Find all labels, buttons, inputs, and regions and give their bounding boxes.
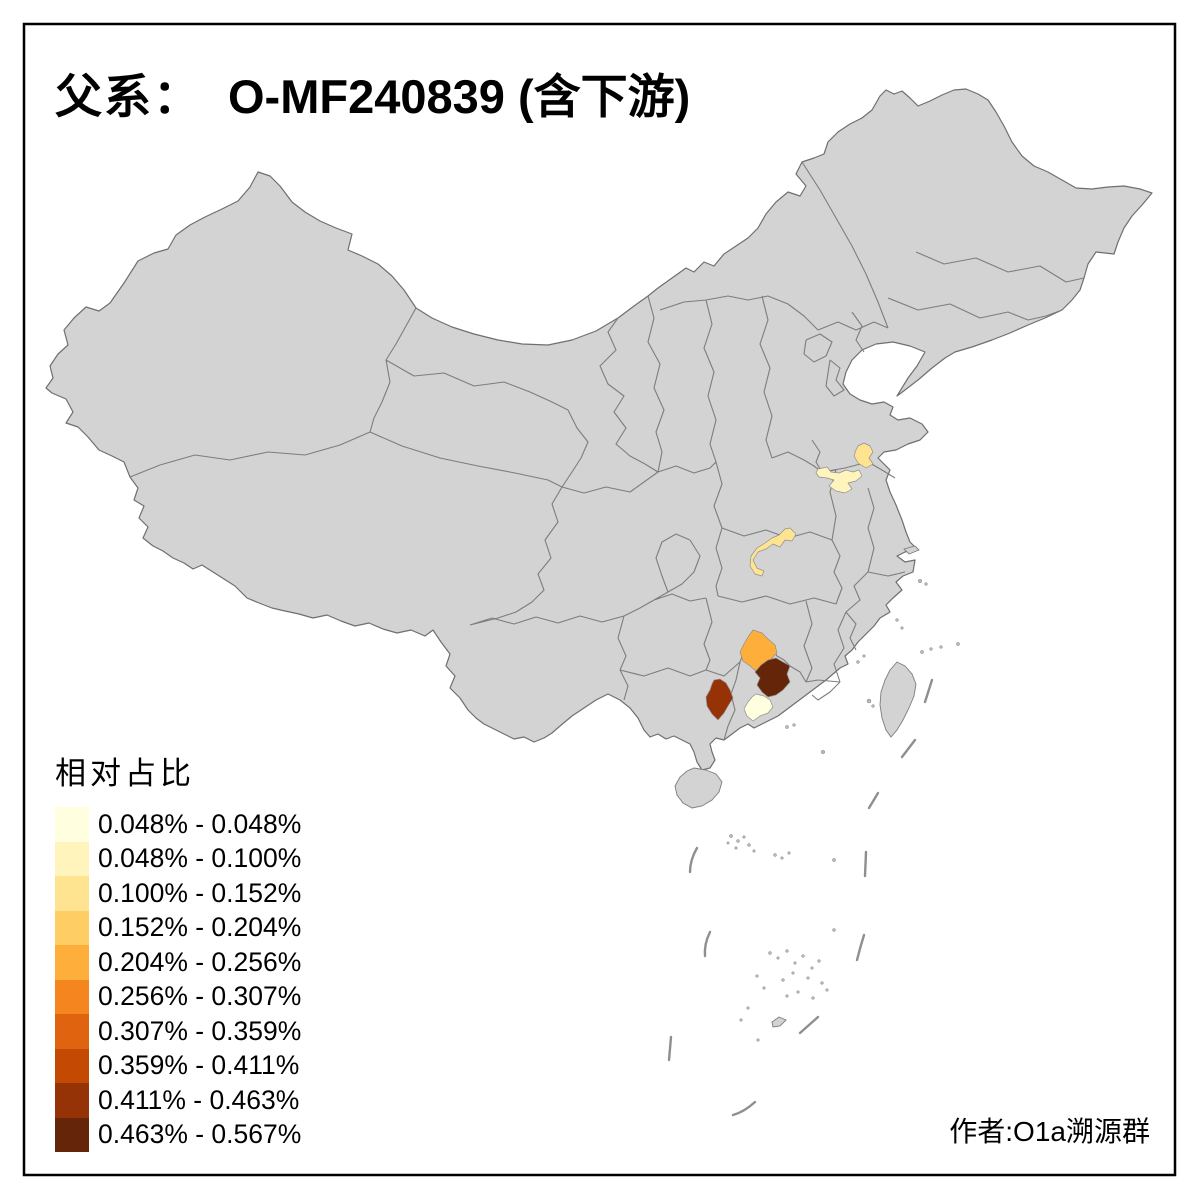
title-main: O-MF240839 (含下游) [228,70,691,123]
region-hubei-prefecture [749,527,797,577]
legend-label: 0.359% - 0.411% [98,1050,300,1081]
hainan-island [674,767,723,809]
legend-label: 0.048% - 0.100% [98,843,302,874]
south-sea-islet [771,1016,787,1028]
taiwan-island [879,661,917,738]
legend-swatch [55,1117,89,1152]
legend-swatch [55,945,89,980]
legend-swatch [55,876,89,911]
legend-item: 0.307% - 0.359% [55,1014,301,1049]
legend-label: 0.256% - 0.307% [98,981,302,1012]
legend-title: 相对占比 [55,756,195,791]
legend-swatch [55,979,89,1014]
legend-item: 0.463% - 0.567% [55,1117,302,1152]
legend-swatch [55,807,89,842]
legend-swatch [55,1048,89,1083]
legend-label: 0.048% - 0.048% [98,808,302,839]
map-legend: 相对占比 0.048% - 0.048% 0.048% - 0.100% 0.1… [55,748,301,1152]
legend-item: 0.100% - 0.152% [55,876,301,911]
legend-item: 0.359% - 0.411% [55,1048,301,1083]
legend-label: 0.307% - 0.359% [98,1015,302,1046]
legend-label: 0.204% - 0.256% [98,946,302,977]
chongming-island [903,545,920,555]
china-mainland [45,88,1153,771]
islet-dots [726,578,960,1042]
page-title: 父系： O-MF240839 (含下游) [55,58,690,127]
legend-label: 0.411% - 0.463% [98,1084,300,1115]
region-east-guangxi-prefecture [705,678,734,721]
title-prefix: 父系： [55,72,202,124]
legend-label: 0.463% - 0.567% [98,1119,302,1150]
nine-dash-line [667,678,934,1117]
region-east-guangdong-prefecture [754,657,791,698]
province-borders [129,161,1085,741]
legend-item: 0.152% - 0.204% [55,910,302,945]
legend-item: 0.048% - 0.048% [55,807,301,842]
plot-frame [22,22,1177,1177]
legend-swatch [55,1014,89,1049]
legend-item: 0.204% - 0.256% [55,945,301,980]
legend-swatch [55,1083,89,1118]
legend-swatch [55,841,89,876]
region-central-guangdong-prefecture [743,693,774,722]
legend-item: 0.048% - 0.100% [55,841,302,876]
legend-label: 0.100% - 0.152% [98,877,302,908]
attribution-text: 作者:O1a溯源群 [949,1116,1150,1147]
legend-label: 0.152% - 0.204% [98,912,302,943]
legend-item: 0.256% - 0.307% [55,979,302,1014]
legend-rows: 0.048% - 0.048% 0.048% - 0.100% 0.100% -… [55,807,301,1152]
region-shandong-prefecture [853,442,874,469]
region-jiangsu-anhui-prefecture [815,466,863,494]
legend-item: 0.411% - 0.463% [55,1083,301,1118]
legend-swatch [55,910,89,945]
